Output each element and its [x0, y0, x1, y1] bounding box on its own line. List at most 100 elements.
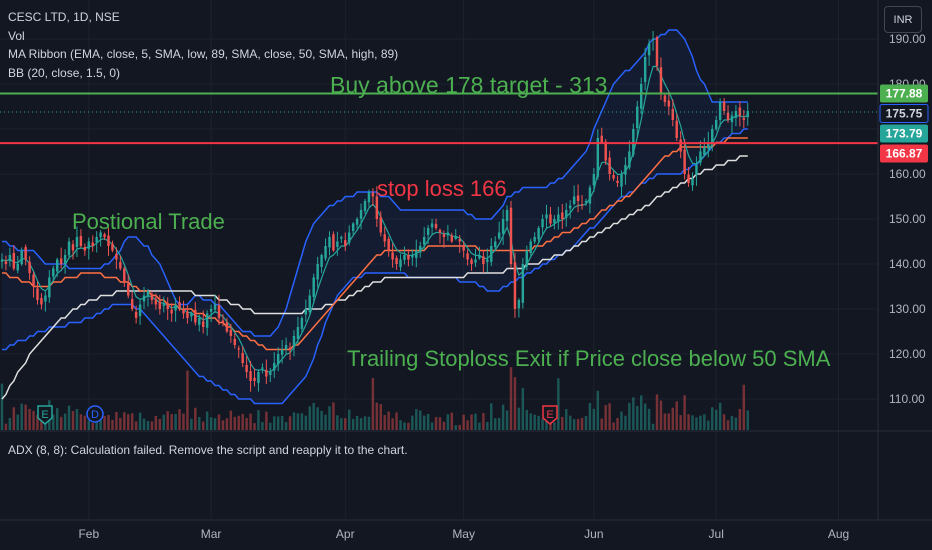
candle-body: [462, 244, 465, 251]
volume-bar: [347, 409, 351, 430]
candle-body: [178, 302, 181, 309]
volume-bar: [407, 422, 410, 430]
event-marker-label: E: [546, 409, 553, 421]
candle-body: [316, 264, 319, 280]
candle-body: [4, 261, 8, 264]
volume-bar: [284, 422, 288, 430]
candle-body: [253, 377, 256, 381]
volume-bar: [154, 415, 158, 430]
candle-body: [458, 239, 461, 242]
volume-bar: [620, 411, 623, 430]
candle-body: [201, 321, 205, 327]
candle-body: [95, 237, 98, 243]
volume-bar: [415, 409, 418, 430]
candle-body: [446, 232, 450, 236]
candle-body: [588, 187, 592, 204]
volume-bar: [99, 412, 102, 430]
candle-body: [450, 235, 454, 242]
y-tick-label: 190.00: [889, 32, 926, 46]
candle-body: [395, 257, 398, 264]
candle-body: [209, 309, 213, 312]
candle-body: [726, 112, 730, 120]
volume-indicator-label[interactable]: Vol: [8, 28, 25, 43]
volume-bar: [561, 416, 564, 430]
candle-body: [707, 142, 710, 149]
x-tick-label: May: [452, 527, 475, 541]
candle-body: [217, 305, 221, 318]
volume-bar: [273, 416, 276, 430]
candle-body: [584, 201, 588, 203]
annotation-positional-trade[interactable]: Postional Trade: [72, 209, 225, 234]
volume-bar: [651, 423, 655, 430]
volume-bar: [565, 409, 568, 430]
volume-bar: [304, 415, 308, 430]
volume-bar: [426, 413, 430, 430]
candle-body: [541, 219, 544, 228]
candle-body: [150, 294, 154, 300]
volume-bar: [75, 409, 79, 430]
candle-body: [324, 246, 327, 259]
volume-bar: [616, 417, 619, 430]
candle-body: [312, 277, 315, 297]
sma-50-line: [2, 137, 748, 351]
volume-bar: [434, 417, 438, 430]
currency-button[interactable]: INR: [884, 6, 922, 33]
volume-bar: [525, 409, 529, 430]
candle-body: [8, 255, 12, 262]
symbol-title[interactable]: CESC LTD, 1D, NSE: [8, 10, 120, 24]
ma-ribbon-indicator-label[interactable]: MA Ribbon (EMA, close, 5, SMA, low, 89, …: [8, 47, 399, 61]
price-tag-bb-upper-bg: [879, 104, 929, 124]
candle-body: [655, 37, 659, 66]
volume-bar: [150, 421, 154, 430]
annotation-buy[interactable]: Buy above 178 target - 313: [330, 72, 608, 98]
event-marker-earnings[interactable]: [542, 405, 558, 425]
event-marker-earnings[interactable]: [37, 405, 53, 425]
volume-bar: [8, 418, 12, 430]
volume-bar: [340, 418, 343, 430]
volume-bar: [142, 418, 146, 430]
candle-body: [730, 115, 734, 123]
candle-body: [592, 174, 596, 186]
volume-bar: [639, 395, 643, 430]
event-marker-dividend[interactable]: [86, 405, 104, 423]
volume-bar: [312, 402, 315, 430]
candle-body: [411, 255, 414, 258]
volume-bar: [675, 401, 678, 430]
candle-body: [127, 283, 130, 296]
annotation-stop-loss[interactable]: stop loss 166: [377, 176, 507, 201]
volume-bar: [300, 413, 304, 430]
volume-bar: [16, 414, 19, 430]
volume-bar: [375, 402, 379, 430]
candle-body: [486, 259, 489, 263]
annotation-trailing-stoploss[interactable]: Trailing Stoploss Exit if Price close be…: [347, 346, 831, 371]
time-axis[interactable]: Feb Mar Apr May Jun Jul Aug: [78, 527, 849, 541]
candle-body: [636, 106, 639, 128]
candle-body: [667, 100, 671, 107]
volume-bar: [399, 420, 402, 430]
candle-body: [99, 232, 102, 238]
candle-body: [134, 311, 138, 318]
volume-bar: [474, 413, 477, 430]
volume-bar: [470, 414, 473, 430]
price-axis[interactable]: 190.00180.00170.00160.00150.00140.00130.…: [889, 32, 926, 406]
candle-body: [604, 141, 607, 161]
volume-bar: [612, 422, 615, 430]
volume-bar: [91, 422, 94, 430]
volume-bar: [237, 415, 240, 430]
candle-body: [718, 102, 722, 121]
volume-bar: [0, 383, 4, 430]
volume-bar: [308, 406, 311, 430]
candle-body: [146, 291, 150, 297]
volume-bar: [707, 420, 710, 430]
volume-bar: [328, 406, 331, 430]
volume-bar: [296, 413, 300, 430]
volume-bar: [419, 410, 422, 430]
volume-bar: [351, 418, 355, 430]
volume-bar: [138, 412, 142, 430]
volume-bar: [604, 405, 607, 430]
candle-body: [454, 237, 457, 239]
bollinger-indicator-label[interactable]: BB (20, close, 1.5, 0): [8, 65, 121, 80]
candle-body: [166, 303, 169, 309]
